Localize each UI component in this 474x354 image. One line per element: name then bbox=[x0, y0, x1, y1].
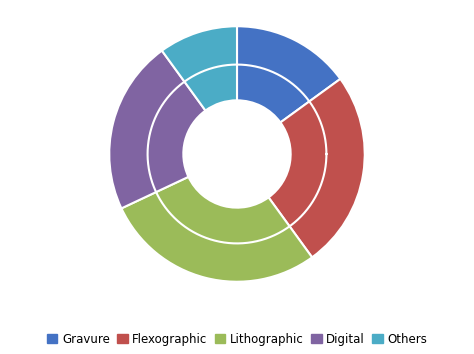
Wedge shape bbox=[237, 26, 340, 122]
Legend: Gravure, Flexographic, Lithographic, Digital, Others: Gravure, Flexographic, Lithographic, Dig… bbox=[45, 330, 429, 348]
Wedge shape bbox=[162, 26, 237, 110]
Wedge shape bbox=[121, 177, 312, 282]
Wedge shape bbox=[269, 79, 365, 257]
Wedge shape bbox=[109, 51, 205, 209]
